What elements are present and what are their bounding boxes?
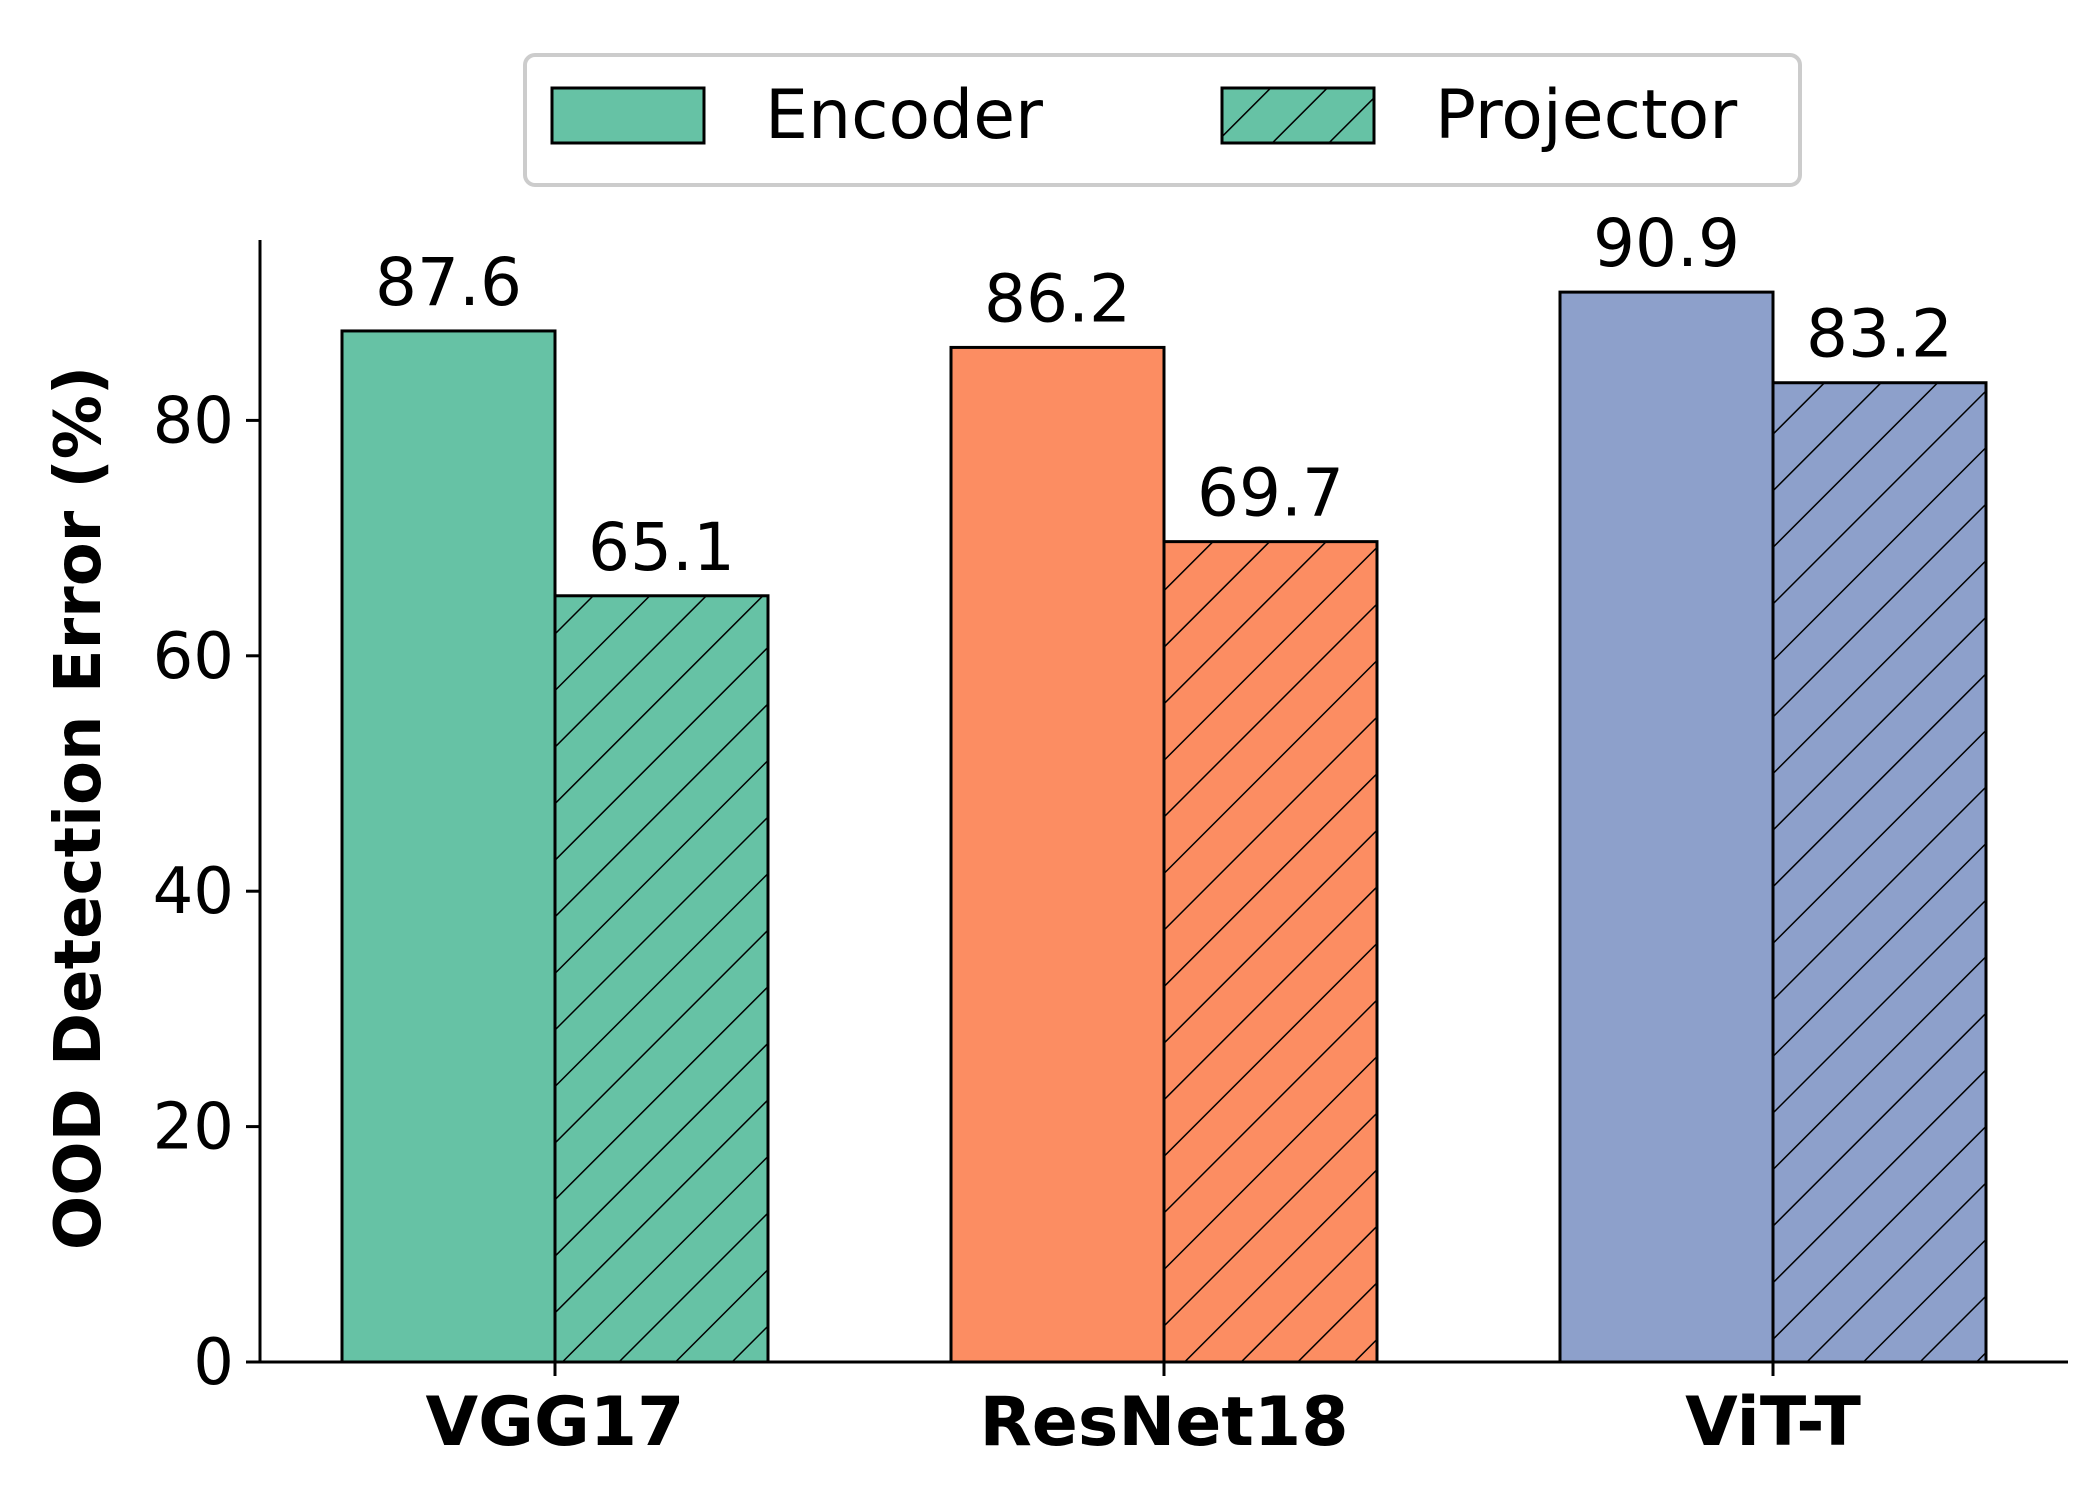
legend: Encoder Projector xyxy=(523,53,1802,187)
legend-label-encoder: Encoder xyxy=(765,76,1043,155)
y-tick-label-20: 20 xyxy=(153,1091,234,1165)
bar-resnet18-encoder-fill xyxy=(951,347,1164,1362)
x-axis-labels: VGG17 ResNet18 ViT-T xyxy=(426,1362,1861,1462)
legend-label-projector: Projector xyxy=(1435,76,1737,155)
x-tick-label-vit-t: ViT-T xyxy=(1685,1383,1861,1462)
value-label-vgg17-projector: 65.1 xyxy=(588,509,735,586)
y-tick-label-0: 0 xyxy=(193,1326,234,1400)
bar-resnet18-projector xyxy=(1162,540,1379,1364)
legend-swatch-encoder xyxy=(550,86,706,145)
y-tick-label-80: 80 xyxy=(153,384,234,458)
bar-vit-t-encoder-fill xyxy=(1560,292,1773,1363)
y-tick-label-40: 40 xyxy=(153,855,234,929)
bar-vit-t-projector xyxy=(1771,381,1988,1364)
x-tick-label-vgg17: VGG17 xyxy=(426,1383,685,1462)
bar-vgg17-encoder-fill xyxy=(342,330,555,1362)
value-label-vgg17-encoder: 87.6 xyxy=(375,244,522,321)
bars xyxy=(340,290,1988,1364)
x-tick-label-resnet18: ResNet18 xyxy=(979,1383,1348,1462)
y-tick-label-60: 60 xyxy=(153,620,234,694)
value-labels: 87.6 65.1 86.2 69.7 90.9 83.2 xyxy=(375,205,1953,586)
bar-vgg17-projector xyxy=(553,594,770,1364)
y-axis-ticks: 0 20 40 60 80 xyxy=(153,384,260,1400)
value-label-vit-t-encoder: 90.9 xyxy=(1593,205,1740,282)
y-axis-title: OOD Detection Error (%) xyxy=(42,366,116,1250)
value-label-resnet18-encoder: 86.2 xyxy=(984,260,1131,337)
value-label-vit-t-projector: 83.2 xyxy=(1806,296,1953,373)
legend-box xyxy=(523,53,1802,187)
value-label-resnet18-projector: 69.7 xyxy=(1197,455,1344,532)
legend-swatch-projector xyxy=(1220,86,1376,145)
